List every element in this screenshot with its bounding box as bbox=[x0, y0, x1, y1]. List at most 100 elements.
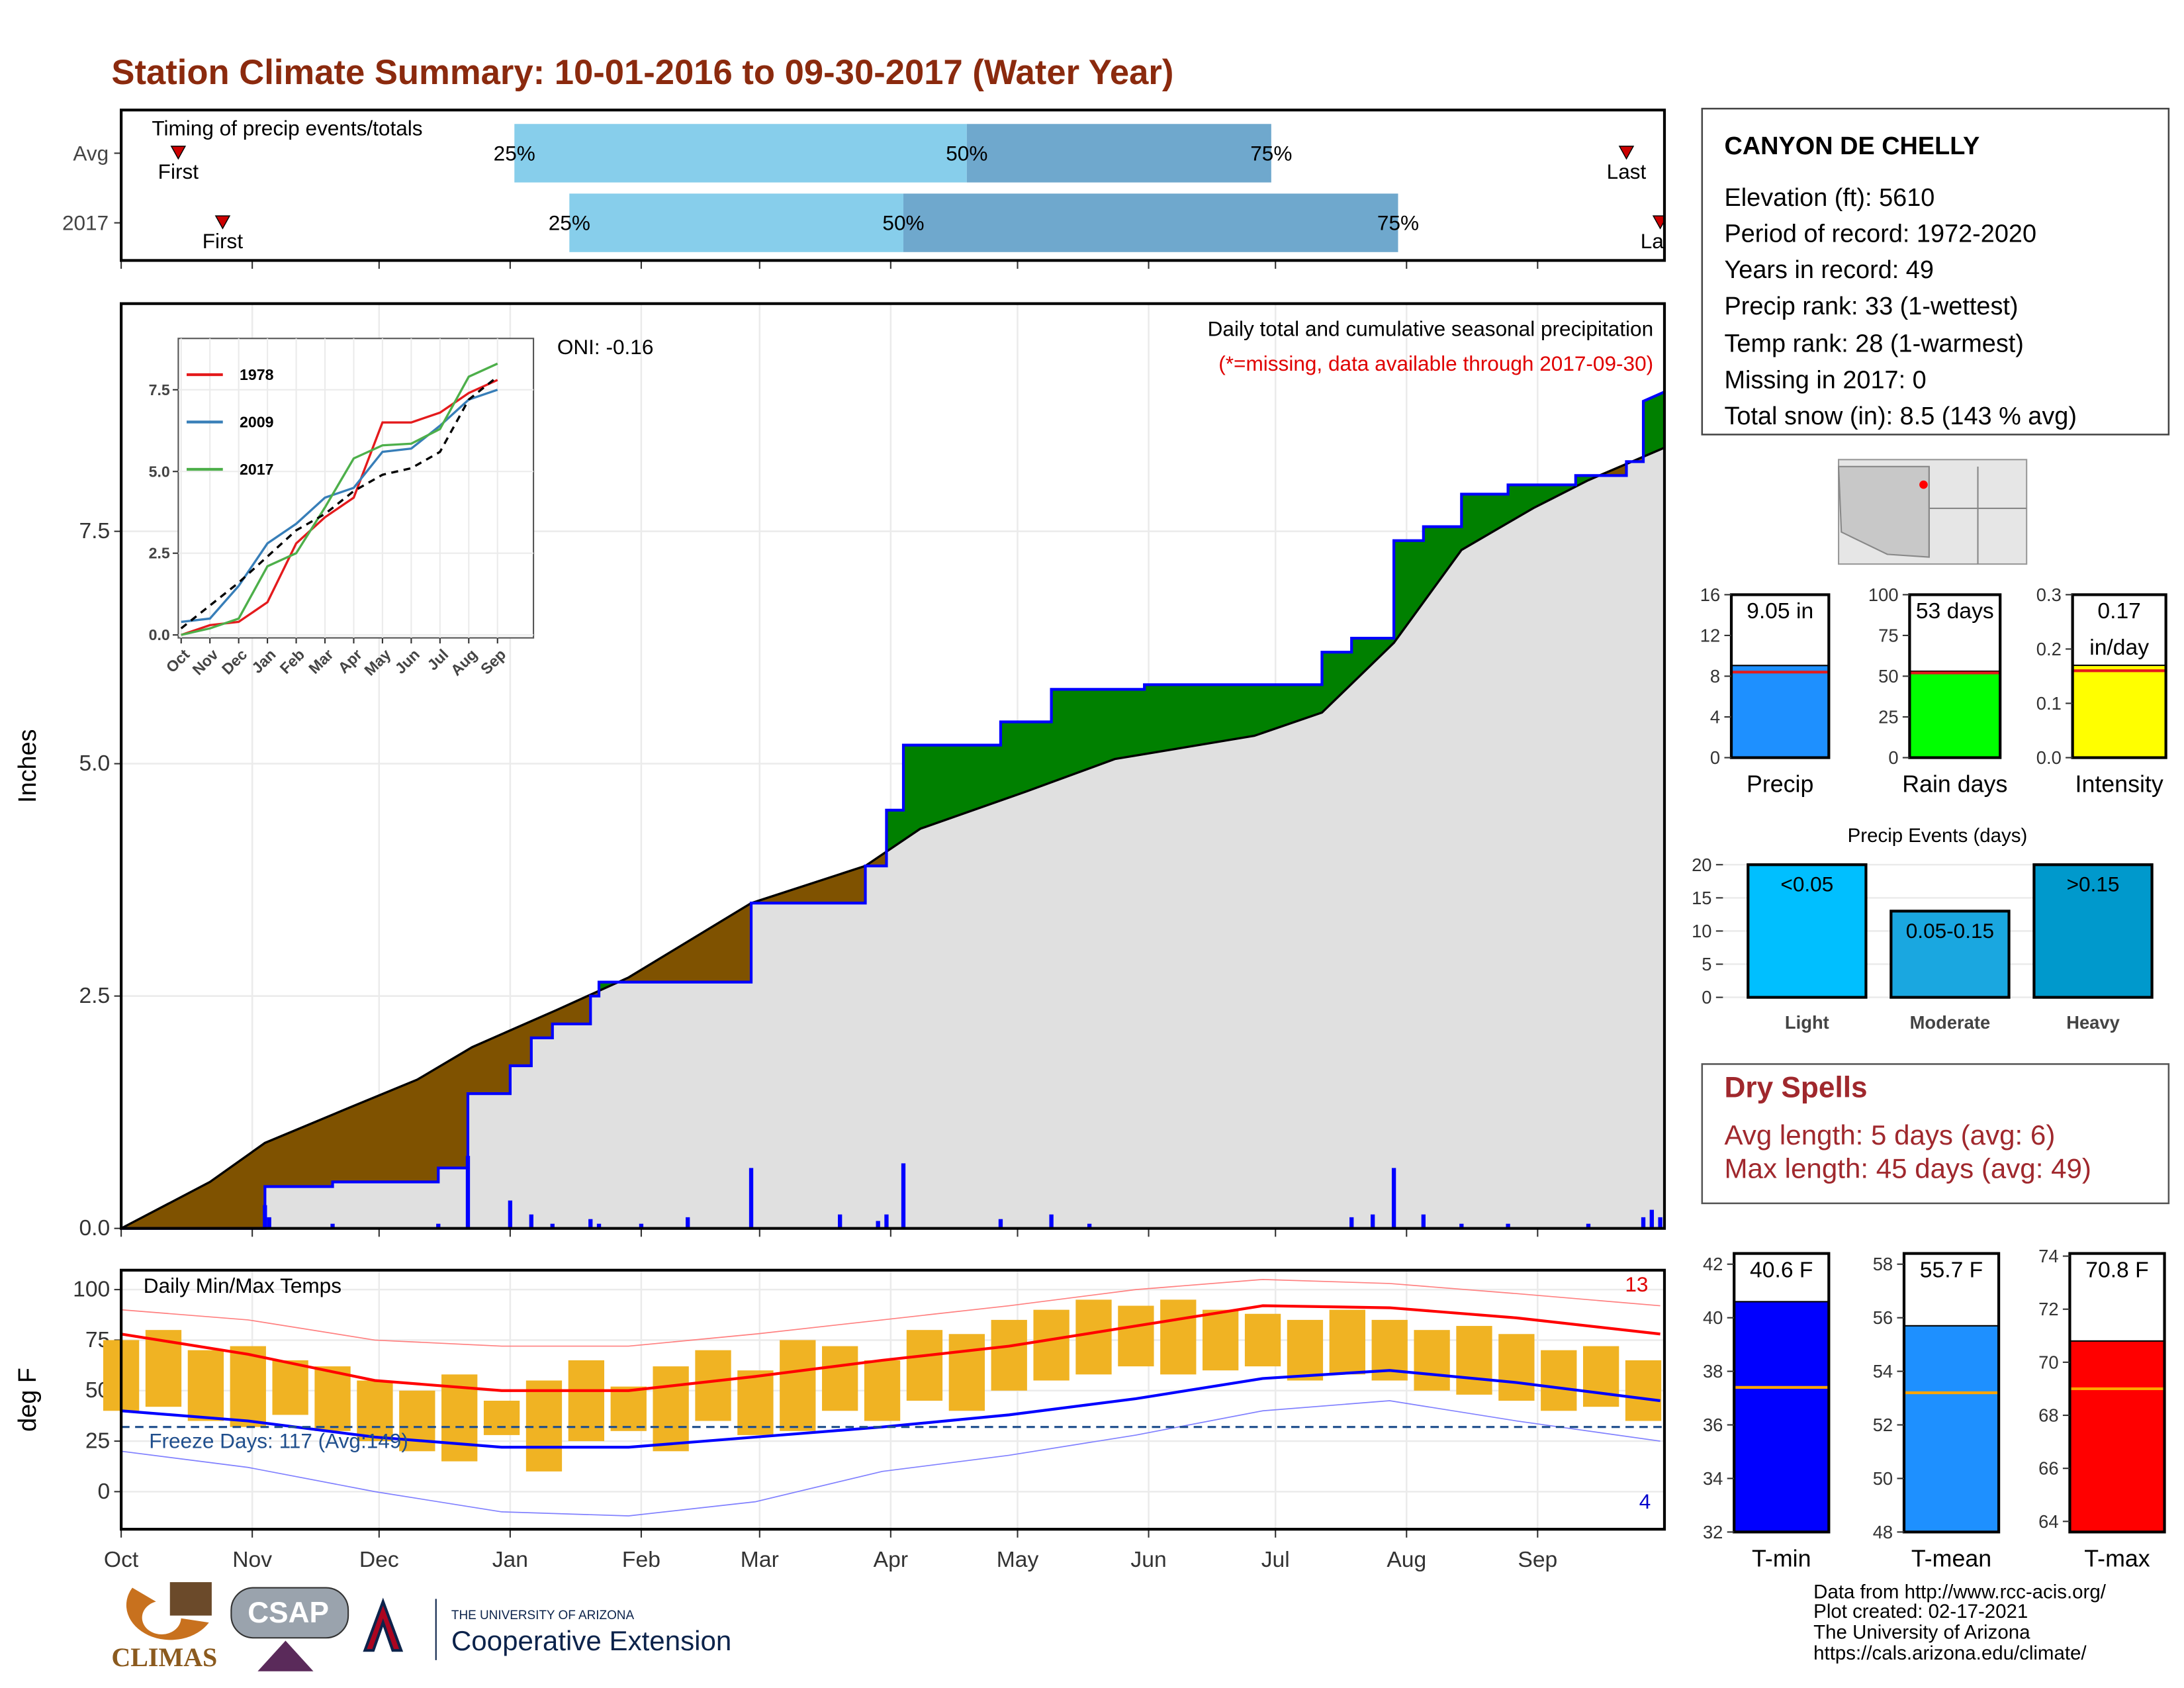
y-tick-label: 32 bbox=[1703, 1522, 1723, 1542]
gauge-value-label: 53 days bbox=[1916, 599, 1994, 624]
dry-title: Dry Spells bbox=[1724, 1072, 1867, 1104]
event-value-label: 0.05-0.15 bbox=[1906, 919, 1994, 943]
daily-bar bbox=[1349, 1217, 1354, 1229]
event-bar bbox=[1747, 863, 1868, 999]
footer-line: Plot created: 02-17-2021 bbox=[1813, 1601, 2028, 1622]
y-tick-label: 0.0 bbox=[2036, 747, 2062, 768]
y-tick-label: 20 bbox=[1692, 855, 1711, 875]
y-tick-label: 50 bbox=[1873, 1468, 1893, 1489]
daily-bar bbox=[596, 1223, 602, 1229]
y-tick-label: 7.5 bbox=[79, 519, 110, 543]
gauge-category: Rain days bbox=[1902, 771, 2007, 798]
station-dot bbox=[1919, 480, 1928, 489]
y-tick-label: 2.5 bbox=[79, 984, 110, 1008]
y-tick-label: 15 bbox=[1692, 888, 1711, 908]
percent-label: 50% bbox=[946, 141, 987, 165]
high-count: 13 bbox=[1625, 1272, 1648, 1296]
x-tick-label: Jun bbox=[1130, 1548, 1166, 1572]
gauge-value-label: 70.8 F bbox=[2085, 1258, 2148, 1282]
daily-range bbox=[653, 1366, 689, 1452]
daily-bar bbox=[1506, 1223, 1510, 1229]
daily-bar bbox=[1586, 1223, 1591, 1229]
gauge-frame bbox=[2068, 1252, 2166, 1534]
daily-range bbox=[314, 1366, 351, 1431]
timing-bar bbox=[966, 124, 1271, 183]
temp-frame bbox=[119, 1268, 1666, 1531]
gauge-note: in/day bbox=[2089, 635, 2149, 660]
timing-frame bbox=[119, 109, 1666, 262]
temp-line bbox=[120, 1369, 1661, 1449]
y-tick-label: 0 bbox=[98, 1479, 111, 1504]
daily-range bbox=[991, 1319, 1027, 1391]
daily-bar bbox=[1421, 1214, 1426, 1229]
daily-bar bbox=[1087, 1223, 1092, 1229]
gauge-value-label: 40.6 F bbox=[1750, 1258, 1813, 1282]
daily-range bbox=[822, 1346, 858, 1411]
y-tick-label: 50 bbox=[1878, 666, 1898, 686]
daily-range bbox=[695, 1350, 731, 1421]
percent-label: 50% bbox=[882, 211, 924, 235]
dry-spells-box: Dry Spells Avg length: 5 days (avg: 6) M… bbox=[1701, 1063, 2170, 1205]
legend-label: 2009 bbox=[240, 414, 273, 431]
daily-range bbox=[1203, 1309, 1239, 1371]
y-tick-label: 70 bbox=[2038, 1352, 2058, 1372]
y-tick-label: 25 bbox=[85, 1429, 110, 1454]
event-category: Light bbox=[1785, 1012, 1829, 1033]
gauge-bar bbox=[1730, 665, 1830, 759]
temp-line bbox=[120, 1304, 1661, 1392]
y-tick-label: 56 bbox=[1873, 1307, 1893, 1328]
event-label: Last bbox=[1641, 229, 1680, 253]
dry-line: Max length: 45 days (avg: 49) bbox=[1724, 1153, 2091, 1184]
gauge-bar bbox=[1903, 1325, 2000, 1533]
y-axis-label: deg F bbox=[14, 1368, 42, 1432]
daily-range bbox=[1414, 1330, 1450, 1391]
daily-bar bbox=[1641, 1217, 1646, 1229]
y-tick-label: 75 bbox=[1878, 625, 1898, 645]
freeze-label: Freeze Days: 117 (Avg:149) bbox=[149, 1429, 408, 1453]
y-tick-label: 5.0 bbox=[149, 463, 170, 480]
y-tick-label: 0 bbox=[1710, 747, 1720, 768]
station-line: Temp rank: 28 (1-warmest) bbox=[1724, 330, 2023, 358]
station-line: Missing in 2017: 0 bbox=[1724, 366, 1926, 394]
daily-bar bbox=[550, 1223, 555, 1229]
y-tick-label: 48 bbox=[1873, 1522, 1893, 1542]
percent-label: 75% bbox=[1377, 211, 1419, 235]
gauge-bar bbox=[1733, 1301, 1830, 1533]
daily-range bbox=[1160, 1299, 1197, 1375]
y-tick-label: 0.3 bbox=[2036, 585, 2062, 605]
locator-map bbox=[1837, 459, 2028, 565]
daily-range bbox=[1329, 1309, 1365, 1375]
y-tick-label: 66 bbox=[2038, 1458, 2058, 1479]
daily-range bbox=[737, 1370, 774, 1435]
station-line: Elevation (ft): 5610 bbox=[1724, 184, 1934, 212]
average-cumulative bbox=[120, 446, 1665, 1230]
event-marker bbox=[1618, 146, 1635, 160]
inset-line bbox=[181, 362, 498, 636]
daily-range bbox=[1244, 1313, 1281, 1367]
inset-line bbox=[180, 375, 498, 630]
daily-bar bbox=[639, 1223, 644, 1229]
x-tick-label: May bbox=[997, 1548, 1039, 1572]
daily-range bbox=[1033, 1309, 1069, 1381]
daily-range bbox=[1583, 1346, 1619, 1407]
event-category: Moderate bbox=[1910, 1012, 1991, 1033]
dry-frame bbox=[1701, 1063, 2170, 1205]
percent-label: 25% bbox=[549, 211, 590, 235]
temp-line bbox=[120, 1400, 1661, 1517]
percent-label: 75% bbox=[1250, 141, 1292, 165]
gauge-category: T-max bbox=[2084, 1545, 2150, 1571]
gauge-bar bbox=[2069, 1340, 2165, 1533]
daily-range bbox=[906, 1330, 943, 1401]
event-bar bbox=[1889, 910, 2011, 999]
event-label: Last bbox=[1607, 160, 1647, 183]
daily-range bbox=[780, 1340, 816, 1431]
x-tick-label: Sep bbox=[1518, 1548, 1557, 1572]
row-label: 2017 bbox=[62, 211, 109, 235]
page-title: Station Climate Summary: 10-01-2016 to 0… bbox=[111, 53, 1173, 92]
station-box: CANYON DE CHELLY Elevation (ft): 5610 Pe… bbox=[1701, 107, 2170, 436]
climas-swoosh bbox=[126, 1587, 209, 1640]
daily-range bbox=[187, 1350, 224, 1421]
event-category: Heavy bbox=[2066, 1012, 2120, 1033]
y-tick-label: 4 bbox=[1710, 707, 1720, 727]
gauge-category: Precip bbox=[1747, 771, 1813, 798]
